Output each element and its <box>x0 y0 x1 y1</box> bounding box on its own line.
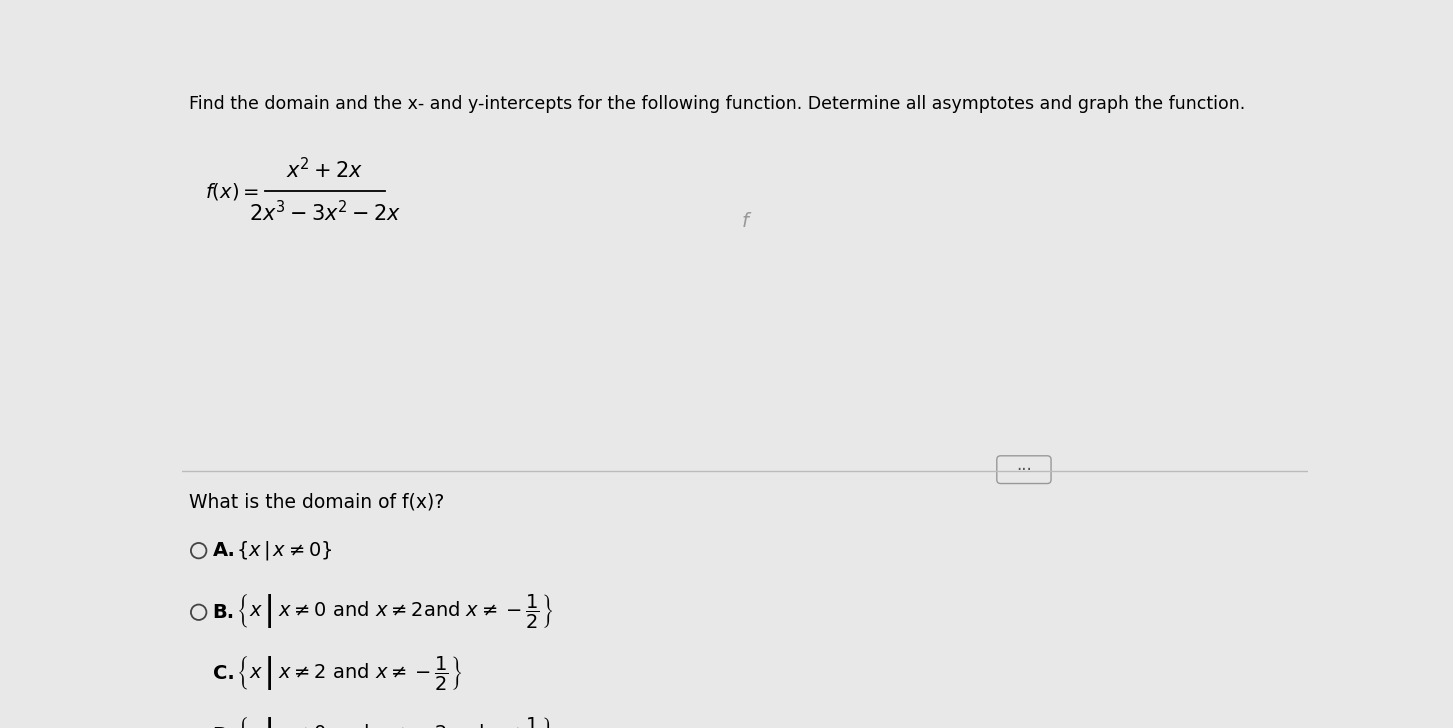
Text: A.: A. <box>212 541 235 560</box>
Text: $f(x) =$: $f(x) =$ <box>205 181 259 202</box>
Text: $x^2 + 2x$: $x^2 + 2x$ <box>286 157 363 182</box>
Text: $2x^3 - 3x^2 - 2x$: $2x^3 - 3x^2 - 2x$ <box>248 200 401 226</box>
Text: $\left\{x\,\middle|\,x\neq 2\text{ and }x\neq -\dfrac{1}{2}\right\}$: $\left\{x\,\middle|\,x\neq 2\text{ and }… <box>235 654 462 693</box>
Text: $\left\{x\,\middle|\,x\neq 0\text{ and }x\neq 2\text{and }x\neq -\dfrac{1}{2}\ri: $\left\{x\,\middle|\,x\neq 0\text{ and }… <box>235 593 554 631</box>
Text: D.: D. <box>212 726 237 728</box>
FancyBboxPatch shape <box>997 456 1051 483</box>
Circle shape <box>190 543 206 558</box>
Text: Find the domain and the x- and y-intercepts for the following function. Determin: Find the domain and the x- and y-interce… <box>189 95 1245 113</box>
Text: C.: C. <box>212 665 234 684</box>
Text: $\{x\,|\,x\neq 0\}$: $\{x\,|\,x\neq 0\}$ <box>235 539 333 562</box>
Circle shape <box>190 604 206 620</box>
Text: B.: B. <box>212 603 235 622</box>
Text: What is the domain of f(x)?: What is the domain of f(x)? <box>189 493 445 512</box>
Text: $\left\{x\,\middle|\,x\neq 0\text{ and }x\neq -2\text{and }x\neq \dfrac{1}{2}\ri: $\left\{x\,\middle|\,x\neq 0\text{ and }… <box>235 716 554 728</box>
Text: $\mathit{f}$: $\mathit{f}$ <box>741 213 753 232</box>
Circle shape <box>190 666 206 681</box>
Text: ···: ··· <box>1016 461 1032 479</box>
